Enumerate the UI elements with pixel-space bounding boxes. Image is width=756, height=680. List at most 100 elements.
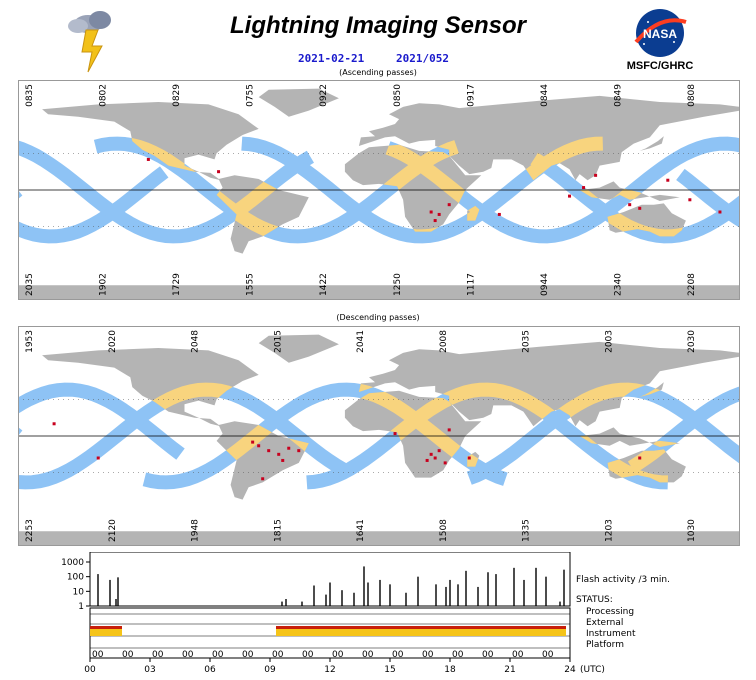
platform-label: 00	[362, 650, 374, 660]
pass-time-bottom: 1508	[439, 519, 449, 542]
lightning-cloud-icon	[68, 11, 111, 73]
pass-time-bottom: 2120	[108, 519, 118, 542]
pass-time-top: 2030	[687, 330, 697, 353]
continent-na	[42, 102, 259, 181]
platform-label: 00	[182, 650, 194, 660]
x-tick-label: 15	[384, 665, 395, 675]
descending-label: (Descending passes)	[336, 313, 420, 322]
continent-gr	[258, 88, 339, 117]
pass-time-top: 2048	[191, 330, 201, 353]
platform-label: 00	[542, 650, 554, 660]
pass-time-top: 2008	[439, 330, 449, 353]
flash-point	[638, 206, 642, 210]
pass-time-bottom: 1117	[466, 273, 476, 296]
platform-label: 00	[212, 650, 224, 660]
flash-point	[433, 456, 437, 460]
flash-point	[443, 461, 447, 465]
flash-timeline: 1000 100 10 1 00 00 00 00 00 00 00 00 00 00 00 00 00 00 00…	[60, 552, 756, 680]
pass-time-bottom: 1815	[273, 519, 283, 542]
flash-point	[257, 444, 261, 448]
flash-point	[437, 449, 441, 453]
pass-time-bottom: 1030	[687, 519, 697, 542]
swath-path	[18, 166, 169, 244]
y-tick-label: 10	[73, 587, 85, 597]
platform-label: 00	[392, 650, 404, 660]
page-title: Lightning Imaging Sensor	[230, 12, 526, 39]
date-label: 2021-02-21	[298, 52, 365, 65]
pass-time-bottom: 2035	[25, 273, 35, 296]
flash-activity-title: Flash activity /3 min.	[576, 575, 670, 585]
flash-point	[628, 203, 632, 207]
pass-time-top: 2020	[108, 330, 118, 353]
flash-point	[429, 452, 433, 456]
swath-path	[530, 152, 740, 244]
platform-label: 00	[272, 650, 284, 660]
platform-label: 00	[332, 650, 344, 660]
flash-point	[433, 219, 437, 223]
continent-af	[344, 390, 482, 478]
platform-label: 00	[152, 650, 164, 660]
x-tick-label: 09	[264, 665, 276, 675]
flash-point	[393, 432, 397, 436]
flash-point	[688, 198, 692, 202]
pass-time-top: 0917	[466, 84, 476, 107]
instrument-status-edge	[90, 626, 122, 629]
pass-time-bottom: 2253	[25, 519, 35, 542]
pass-time-bottom: 1335	[522, 519, 532, 542]
x-axis-label: (UTC)	[580, 665, 605, 675]
pass-time-top: 0829	[172, 84, 182, 107]
continent-eu	[358, 95, 740, 181]
continent-an	[18, 531, 740, 546]
y-tick-label: 100	[67, 573, 84, 583]
pass-time-top: 2041	[356, 330, 366, 353]
continent-na	[42, 348, 259, 427]
flash-point	[594, 173, 598, 177]
pass-time-bottom: 2208	[687, 273, 697, 296]
flash-point	[425, 458, 429, 462]
pass-time-top: 1953	[25, 330, 35, 353]
flash-point	[297, 449, 301, 453]
flash-point	[287, 446, 291, 450]
platform-label: 00	[512, 650, 524, 660]
pass-time-bottom: 1203	[604, 519, 614, 542]
flash-point	[146, 157, 150, 161]
flash-point	[96, 456, 100, 460]
flash-point	[261, 477, 265, 481]
flash-point	[467, 456, 471, 460]
flash-point	[217, 170, 221, 174]
pass-time-bottom: 1948	[191, 519, 201, 542]
continent-jp	[639, 382, 664, 397]
pass-time-top: 0849	[613, 84, 623, 107]
y-tick-label: 1	[78, 602, 84, 612]
flash-point	[718, 210, 722, 214]
swath-path	[627, 386, 740, 474]
flash-point	[52, 422, 56, 426]
instrument-status-bar	[276, 626, 566, 636]
x-tick-label: 12	[324, 665, 335, 675]
flash-point	[497, 212, 501, 216]
doy-label: 2021/052	[396, 52, 449, 65]
pass-time-labels: 1953 2020 2048 2015 2041 2008 2035 2003 2030 2253…	[25, 330, 697, 542]
svg-text:NASA: NASA	[643, 27, 677, 41]
org-label: MSFC/GHRC	[626, 60, 694, 72]
instrument-status-bar	[90, 626, 122, 636]
pass-time-top: 0835	[25, 84, 35, 107]
nasa-logo: NASA	[634, 9, 687, 57]
continent-an	[18, 285, 740, 300]
pass-time-top: 2003	[604, 330, 614, 353]
x-tick-label: 06	[204, 665, 216, 675]
status-label: Platform	[586, 640, 624, 650]
instrument-status-edge	[276, 626, 566, 629]
pass-time-top: 2015	[273, 330, 283, 353]
y-tick-label: 1000	[61, 558, 84, 568]
platform-label: 00	[122, 650, 134, 660]
continent-id	[569, 427, 680, 447]
swath-path	[18, 382, 185, 460]
pass-time-bottom: 0944	[540, 273, 550, 296]
status-label: Instrument	[586, 629, 636, 639]
pass-time-labels: 0835 0802 0829 0755 0922 0850 0917 0844 0849 0808…	[25, 84, 697, 296]
pass-time-bottom: 1422	[319, 273, 329, 296]
platform-label: 00	[482, 650, 494, 660]
flash-point	[251, 440, 255, 444]
land-group	[18, 88, 740, 300]
